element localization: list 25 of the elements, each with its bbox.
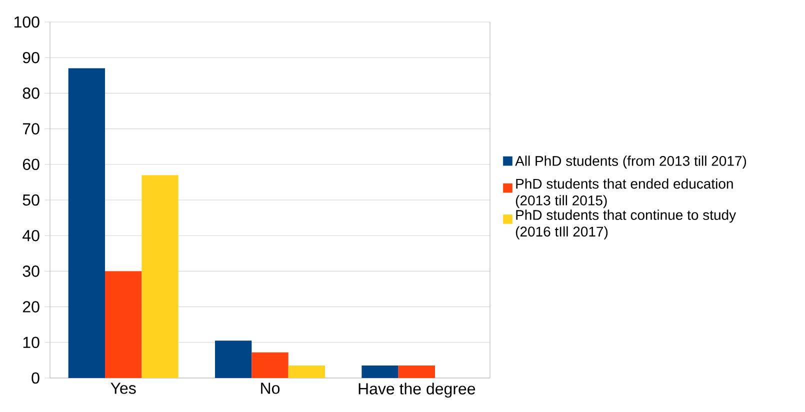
y-tick-label: 20	[22, 301, 40, 312]
legend-label: PhD students that continue to study (2016 tIll 2017)	[516, 210, 736, 240]
y-tick-label: 60	[22, 158, 40, 170]
bar	[362, 366, 398, 378]
legend-label: PhD students that ended education (2013 till 2015)	[516, 178, 733, 208]
x-tick-label: No	[261, 382, 280, 394]
y-tick-label: 100	[14, 16, 40, 28]
bar	[105, 271, 142, 378]
bar	[252, 352, 288, 378]
legend-label: All PhD students (from 2013 till 2017)	[515, 156, 746, 169]
y-tick-label: 30	[22, 266, 40, 277]
bar	[215, 340, 252, 378]
y-tick-label: 50	[22, 194, 40, 206]
x-tick-label: Yes	[110, 382, 136, 394]
y-tick-label: 10	[23, 336, 40, 348]
bar	[68, 68, 106, 378]
bar	[288, 366, 326, 378]
bar	[398, 366, 436, 378]
y-tick-label: 40	[22, 230, 40, 242]
y-tick-label: 70	[22, 123, 40, 134]
x-tick-label: Have the degree	[358, 382, 476, 398]
y-tick-label: 90	[22, 52, 40, 64]
y-tick-label: 80	[22, 88, 40, 99]
bar	[142, 175, 178, 378]
y-tick-label: 0	[32, 372, 40, 384]
